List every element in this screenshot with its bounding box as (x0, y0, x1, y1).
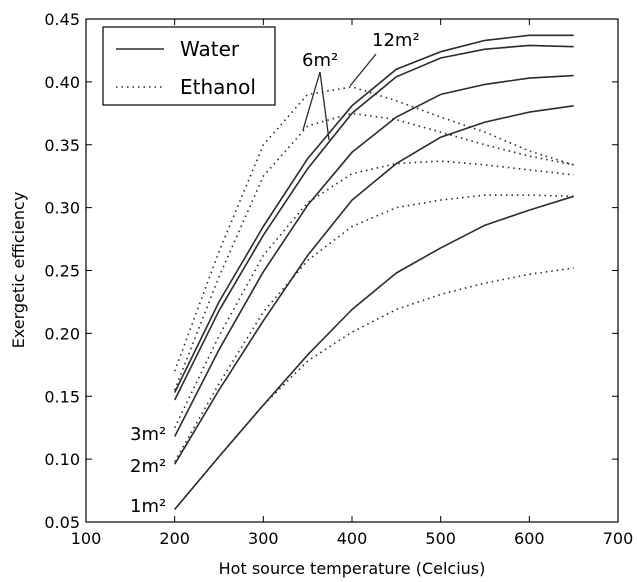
series-layer (173, 34, 574, 510)
series-line-water-5 (173, 34, 574, 393)
annotation-12m2-pointer (349, 53, 377, 87)
annotation-6m2-pointer-right (319, 71, 330, 141)
series-line-ethanol-4 (173, 112, 574, 391)
y-tick-label: 0.15 (44, 387, 80, 406)
y-tick-label: 0.40 (44, 73, 80, 92)
x-tick-label: 300 (248, 529, 279, 548)
legend-box (102, 26, 276, 106)
x-tick-label: 600 (514, 529, 545, 548)
x-tick-label: 400 (337, 529, 368, 548)
x-tick-label: 100 (71, 529, 102, 548)
annotation-6m2: 6m² (302, 50, 338, 71)
x-axis-label: Hot source temperature (Celcius) (219, 559, 486, 578)
tick-layer: 100 200 300 400 500 600 700 0.05 0.10 0.15 0.20 0.2… (44, 10, 633, 548)
y-tick-label: 0.45 (44, 10, 80, 29)
y-tick-label: 0.20 (44, 324, 80, 343)
legend: Water Ethanol (102, 26, 276, 106)
legend-water-label: Water (180, 37, 240, 61)
annotation-3m2: 3m² (130, 424, 166, 445)
x-tick-label: 200 (159, 529, 190, 548)
annotation-12m2: 12m² (372, 30, 420, 51)
series-line-water-2 (174, 105, 574, 465)
series-line-water-4 (173, 44, 574, 401)
annotation-2m2: 2m² (130, 456, 166, 477)
legend-ethanol-label: Ethanol (180, 75, 256, 99)
annotation-6m2-pointer-left (302, 71, 321, 131)
y-tick-label: 0.05 (44, 513, 80, 532)
series-line-water-3 (173, 74, 574, 437)
y-tick-label: 0.25 (44, 262, 80, 281)
x-tick-label: 500 (425, 529, 456, 548)
y-tick-label: 0.30 (44, 199, 80, 218)
annotation-1m2: 1m² (130, 496, 166, 517)
x-tick-label: 700 (603, 529, 634, 548)
series-line-ethanol-2 (174, 194, 574, 462)
annotations: 1m² 2m² 3m² 6m² 12m² (130, 30, 420, 517)
series-line-water-1 (174, 195, 574, 510)
y-axis-label: Exergetic efficiency (9, 192, 28, 349)
y-tick-label: 0.10 (44, 450, 80, 469)
y-tick-label: 0.35 (44, 136, 80, 155)
